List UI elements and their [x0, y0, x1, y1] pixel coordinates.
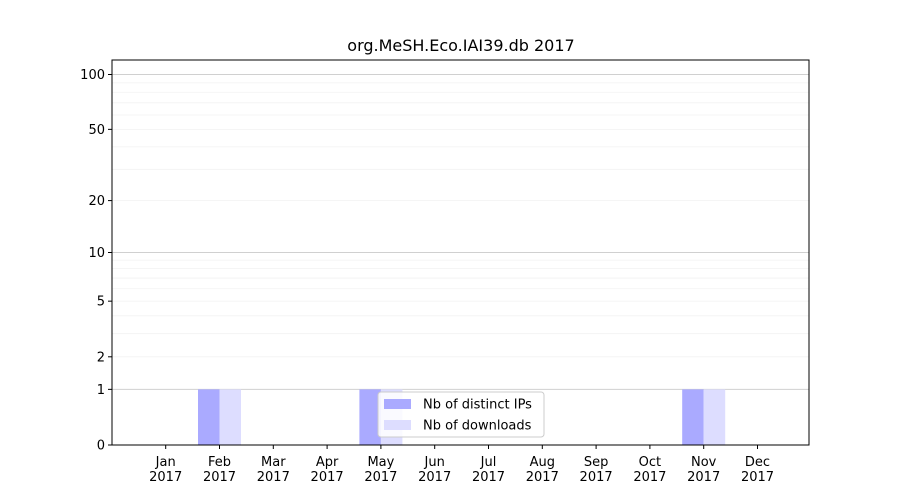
x-tick-label: Jul 2017: [472, 455, 505, 485]
chart-title: org.MeSH.Eco.IAI39.db 2017: [347, 36, 574, 55]
bar: [359, 389, 381, 445]
x-axis: Jan 2017 Feb 2017 Mar 2017 Apr 2017 May 2017 Jun 20…: [149, 445, 774, 485]
x-tick-label: Feb 2017: [203, 455, 236, 485]
x-tick-label: Oct 2017: [633, 455, 666, 485]
x-tick-label: Mar 2017: [257, 455, 290, 485]
bar: [198, 389, 220, 445]
y-tick-label: 20: [88, 194, 105, 209]
legend-swatch: [384, 420, 411, 430]
x-tick-label: Jun 2017: [418, 455, 451, 485]
bar: [703, 389, 726, 445]
y-axis: 0 1 2 5 10 20 50 100: [80, 68, 112, 454]
x-tick-label: Aug 2017: [526, 455, 559, 485]
legend-frame: [377, 391, 545, 438]
legend-entry: Nb of downloads: [423, 419, 532, 434]
y-tick-label: 2: [97, 350, 105, 365]
bar: [682, 389, 704, 445]
y-tick-label: 5: [97, 295, 105, 310]
y-tick-label: 0: [97, 439, 105, 454]
x-tick-label: Nov 2017: [687, 455, 720, 485]
y-tick-label: 1: [97, 383, 105, 398]
legend: Nb of distinct IPs Nb of downloads: [377, 391, 545, 438]
legend-entry: Nb of distinct IPs: [423, 398, 532, 413]
x-tick-label: Dec 2017: [741, 455, 774, 485]
bar: [219, 389, 241, 445]
x-tick-label: Jan 2017: [149, 455, 182, 485]
x-tick-label: Sep 2017: [580, 455, 613, 485]
x-tick-label: Apr 2017: [311, 455, 344, 485]
y-tick-label: 10: [88, 246, 105, 261]
grid-lines: [112, 74, 809, 390]
x-tick-label: May 2017: [364, 455, 397, 485]
y-tick-label: 100: [80, 68, 105, 83]
legend-swatch: [384, 399, 411, 409]
y-tick-label: 50: [88, 123, 105, 138]
